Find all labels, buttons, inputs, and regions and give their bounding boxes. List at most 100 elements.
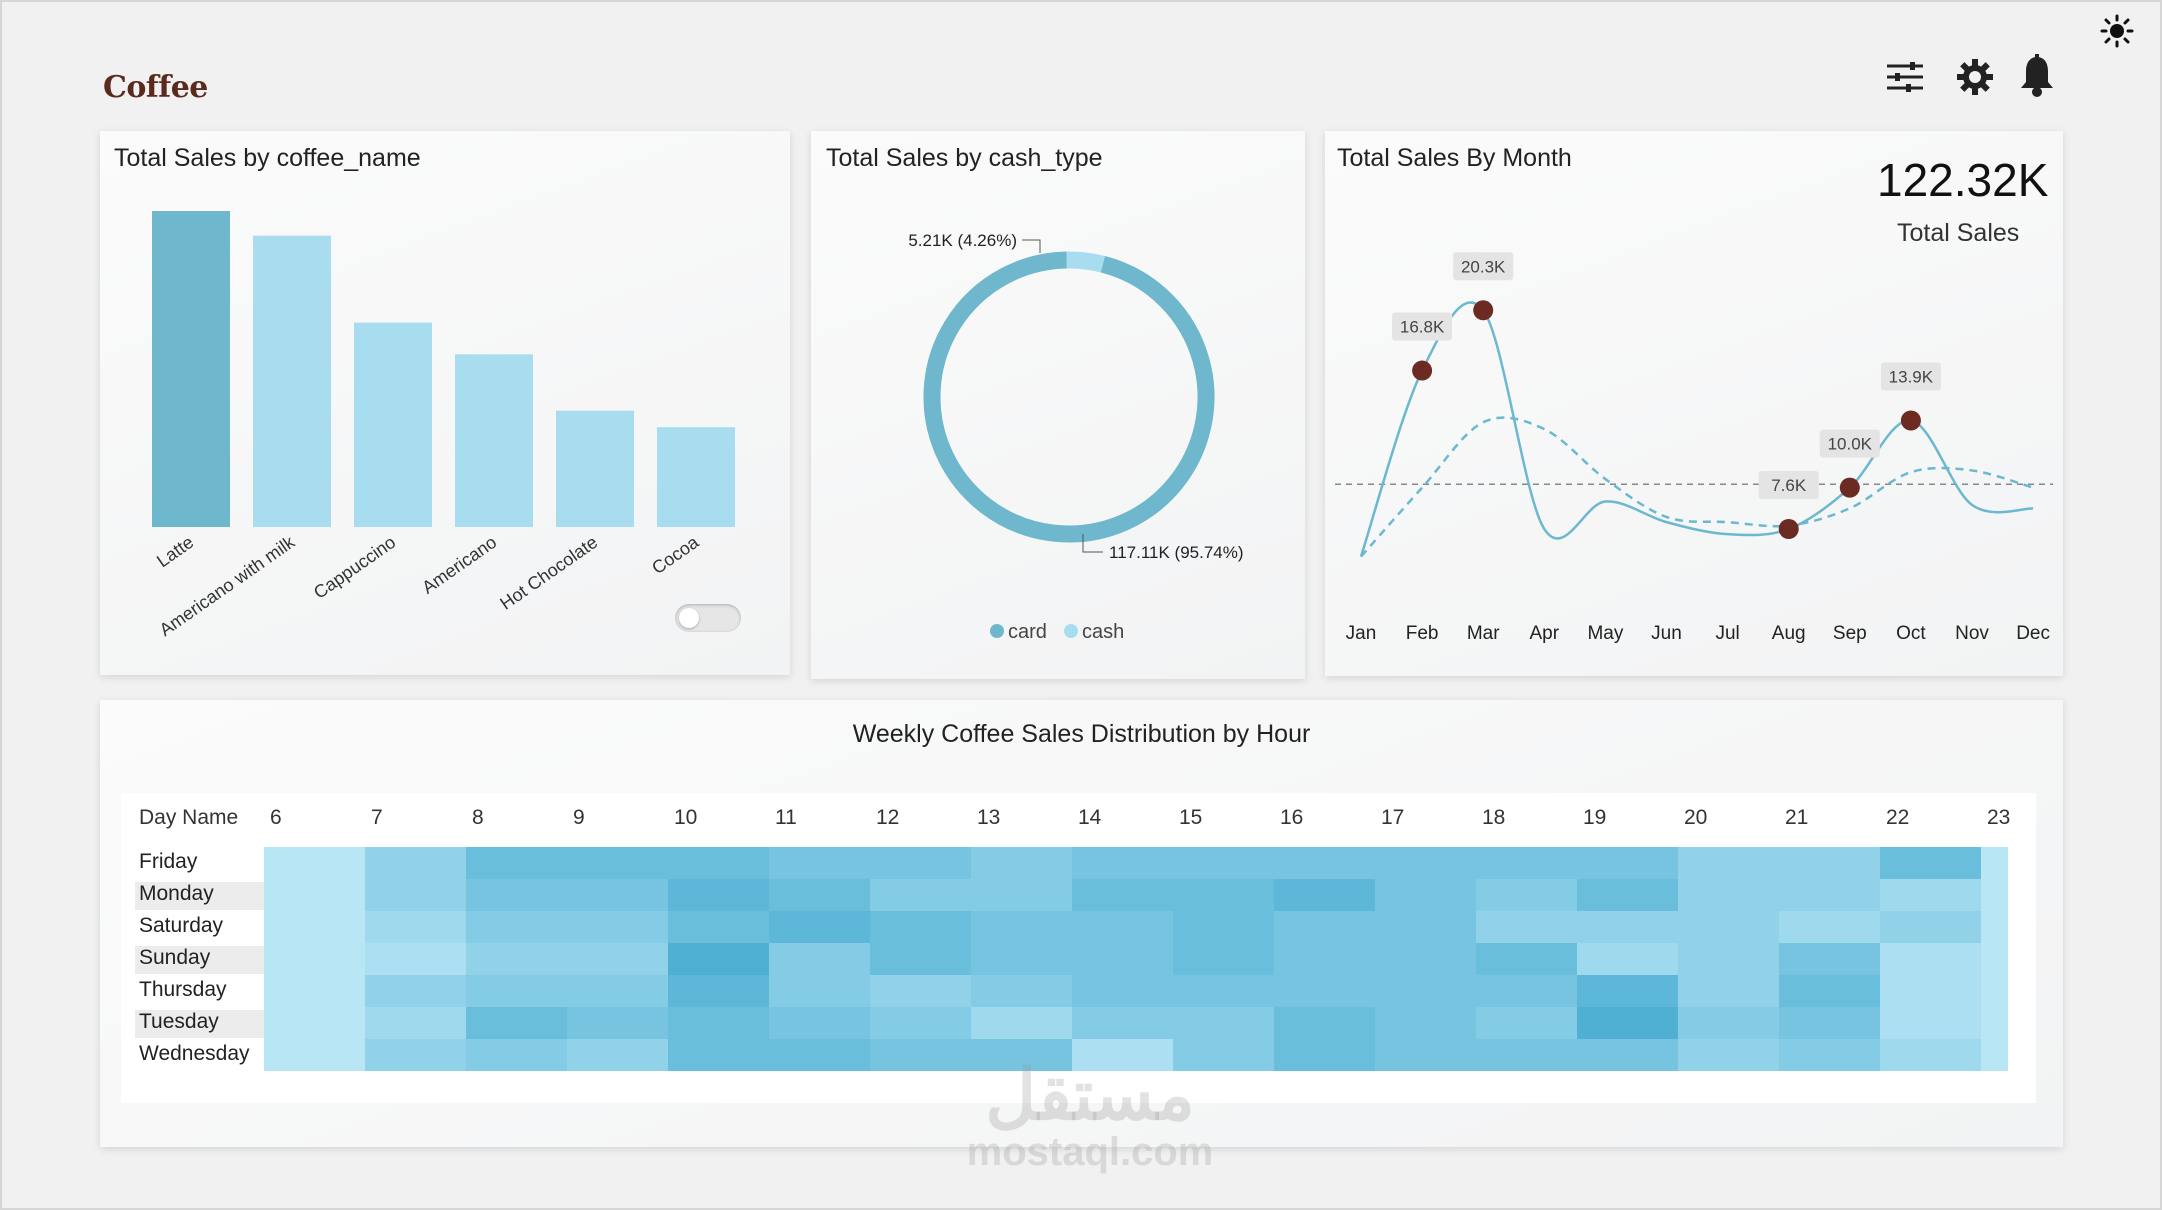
heatmap-cell	[1577, 1007, 1678, 1039]
monthly-sales-panel: Total Sales By Month 122.32K Total Sales…	[1325, 131, 2063, 676]
heatmap-cell	[264, 847, 365, 879]
heatmap-cell	[567, 943, 668, 975]
heatmap-cell	[264, 975, 365, 1007]
heatmap-cell	[466, 943, 567, 975]
heatmap-cell	[1274, 1007, 1375, 1039]
coffee-sales-title: Total Sales by coffee_name	[114, 144, 421, 172]
heatmap-cell	[567, 1039, 668, 1071]
heatmap-cell	[668, 975, 769, 1007]
x-tick-nov: Nov	[1955, 623, 1989, 644]
heatmap-row-header: Day Name	[139, 806, 239, 829]
heatmap-cell	[1375, 1039, 1476, 1071]
heatmap-cell	[1981, 847, 2008, 879]
bar-6	[657, 427, 735, 527]
chart-toggle[interactable]	[675, 604, 741, 632]
sales-line	[1359, 301, 2034, 557]
heatmap-cell	[668, 943, 769, 975]
coffee-sales-panel: Total Sales by coffee_name Latte American…	[100, 131, 790, 675]
heatmap-cell	[870, 847, 971, 879]
heatmap-cell	[1577, 847, 1678, 879]
heatmap-cell	[1476, 847, 1577, 879]
heatmap-grid	[264, 847, 2008, 1071]
heatmap-cell	[1072, 847, 1173, 879]
heatmap-row-monday: Monday	[135, 882, 264, 910]
heatmap-cell	[264, 1007, 365, 1039]
x-tick-jan: Jan	[1346, 623, 1377, 644]
heatmap-cell	[971, 975, 1072, 1007]
heatmap-col-15: 15	[1179, 806, 1203, 829]
bar-1	[152, 211, 230, 527]
heatmap-col-9: 9	[573, 806, 585, 829]
heatmap-cell	[1072, 943, 1173, 975]
heatmap-cell	[1173, 847, 1274, 879]
heatmap-cell	[1072, 975, 1173, 1007]
heatmap-col-22: 22	[1886, 806, 1910, 829]
marker-feb	[1412, 360, 1433, 381]
heatmap-col-20: 20	[1684, 806, 1708, 829]
heatmap-cell	[1476, 943, 1577, 975]
x-tick-apr: Apr	[1530, 623, 1560, 644]
heatmap-cell	[1779, 911, 1880, 943]
bar-4	[455, 354, 533, 527]
heatmap-cell	[1779, 879, 1880, 911]
heatmap-cell	[264, 943, 365, 975]
heatmap-title: Weekly Coffee Sales Distribution by Hour	[852, 720, 1311, 748]
heatmap-cell	[365, 847, 466, 879]
cash-type-panel: Total Sales by cash_type 5.21K (4.26%) 11…	[811, 131, 1305, 679]
x-tick-oct: Oct	[1896, 623, 1926, 644]
heatmap-col-10: 10	[674, 806, 698, 829]
total-sales-label: Total Sales	[1897, 219, 2020, 247]
heatmap-cell	[365, 879, 466, 911]
heatmap-col-23: 23	[1987, 806, 2011, 829]
heatmap-cell	[1375, 879, 1476, 911]
gear-icon[interactable]	[1956, 58, 1994, 96]
heatmap-cell	[1779, 847, 1880, 879]
heatmap-cell	[264, 911, 365, 943]
bar-label-3: Cappuccino	[310, 532, 399, 603]
sun-icon[interactable]	[2100, 14, 2134, 48]
bar-2	[253, 235, 331, 528]
heatmap-cell	[769, 1007, 870, 1039]
heatmap-cell	[1577, 975, 1678, 1007]
heatmap-cell	[1476, 1039, 1577, 1071]
legend-card-swatch	[990, 624, 1004, 638]
toggle-knob	[679, 608, 699, 628]
heatmap-col-14: 14	[1078, 806, 1102, 829]
heatmap-cell	[567, 847, 668, 879]
heatmap-cell	[264, 1039, 365, 1071]
x-tick-feb: Feb	[1406, 623, 1439, 644]
heatmap-row-thursday: Thursday	[139, 978, 227, 1001]
heatmap-cell	[971, 911, 1072, 943]
heatmap-cell	[1678, 975, 1779, 1007]
data-label-mar: 20.3K	[1461, 257, 1506, 276]
bell-icon[interactable]	[2018, 54, 2056, 98]
heatmap-cell	[466, 847, 567, 879]
heatmap-cell	[1981, 943, 2008, 975]
heatmap-cell	[1880, 1007, 1981, 1039]
heatmap-cell	[769, 879, 870, 911]
mostaql-watermark: مستقل mostaql.com	[940, 1060, 1240, 1175]
heatmap-col-7: 7	[371, 806, 383, 829]
heatmap-col-21: 21	[1785, 806, 1809, 829]
monthly-line-chart: 16.8K 20.3K 7.6K 10.0K 13.9K Jan Feb Mar Apr May J…	[1335, 252, 2053, 644]
heatmap-col-17: 17	[1381, 806, 1405, 829]
heatmap-cell	[1981, 911, 2008, 943]
heatmap-cell	[668, 847, 769, 879]
heatmap-cell	[971, 943, 1072, 975]
heatmap-cell	[769, 975, 870, 1007]
card-data-label: 117.11K (95.74%)	[1109, 543, 1244, 562]
heatmap-cell	[567, 975, 668, 1007]
heatmap-cell	[1880, 1039, 1981, 1071]
heatmap-cell	[264, 879, 365, 911]
heatmap-cell	[1476, 1007, 1577, 1039]
heatmap-cell	[1375, 1007, 1476, 1039]
total-sales-value: 122.32K	[1877, 154, 2049, 206]
marker-sep	[1839, 477, 1860, 498]
heatmap-cell	[1779, 1039, 1880, 1071]
heatmap-cell	[1072, 879, 1173, 911]
heatmap-cell	[1375, 911, 1476, 943]
filter-sliders-icon[interactable]	[1886, 60, 1924, 94]
legend-cash-swatch	[1064, 624, 1078, 638]
brand-logo: Coffee	[103, 70, 208, 105]
heatmap-cell	[1981, 975, 2008, 1007]
